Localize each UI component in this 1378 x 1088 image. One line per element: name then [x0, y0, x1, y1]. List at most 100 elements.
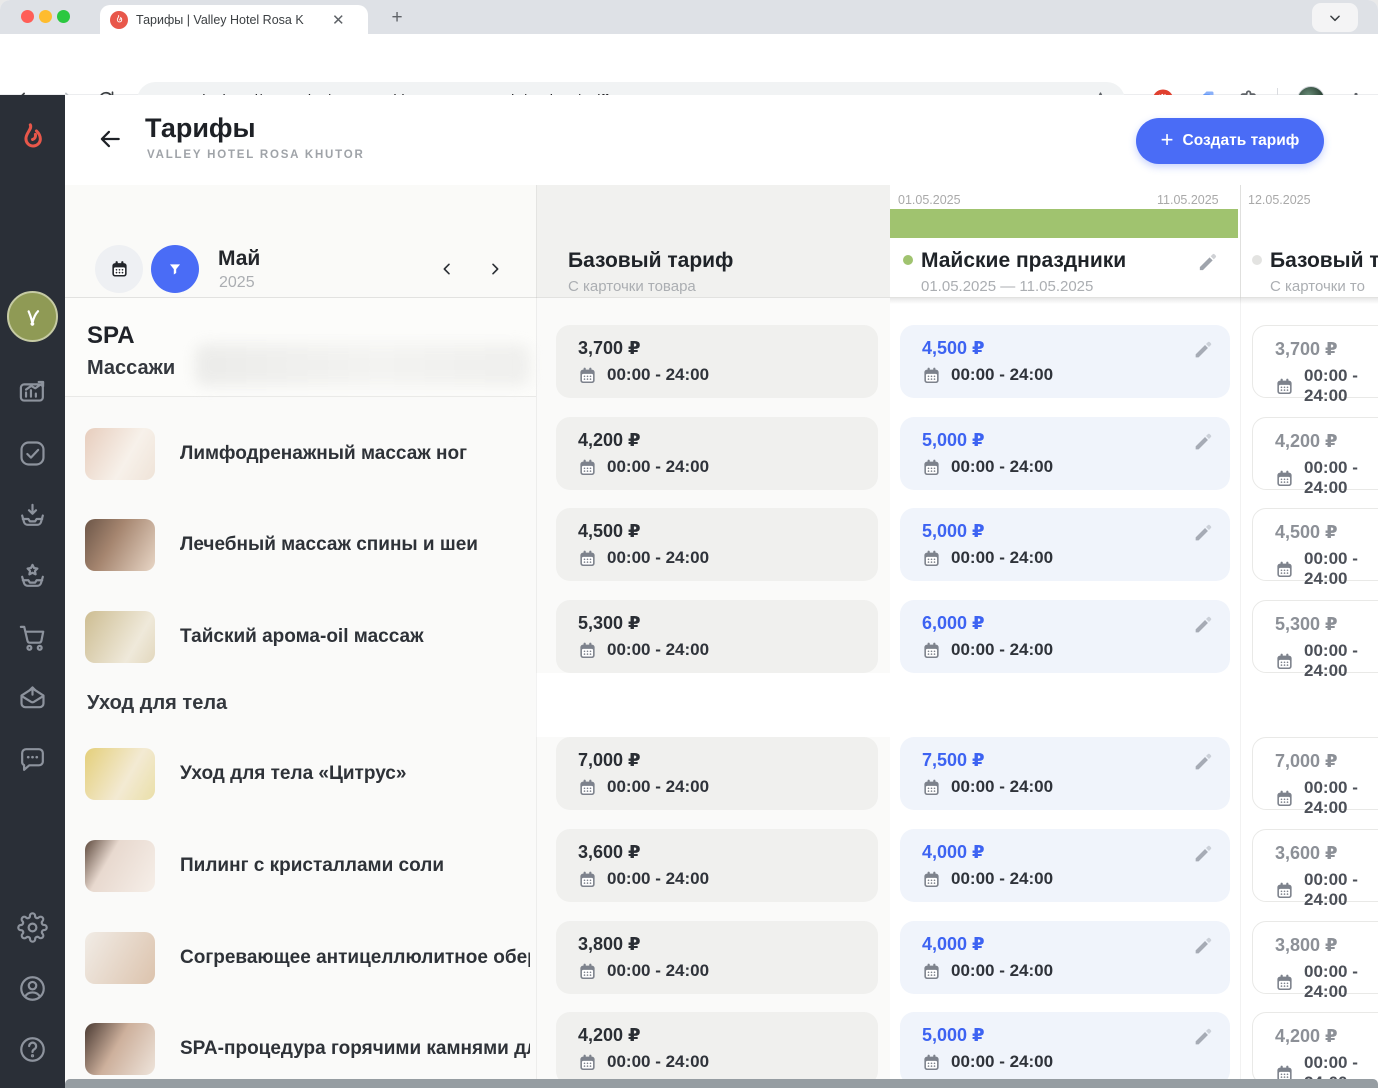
- service-name: SPA-процедура горячими камнями для: [180, 1037, 530, 1059]
- price-cell-holiday[interactable]: 6,000 ₽ 00:00 - 24:00: [900, 600, 1230, 673]
- edit-holiday-tariff-icon[interactable]: [1196, 251, 1219, 274]
- time-range: 00:00 - 24:00: [951, 640, 1054, 659]
- prev-month-button[interactable]: [436, 258, 458, 280]
- property-avatar[interactable]: [7, 291, 58, 342]
- calendar-icon: [1275, 789, 1294, 808]
- edit-price-icon[interactable]: [1192, 1026, 1214, 1048]
- macos-close-button[interactable]: [21, 10, 34, 23]
- price-value: 4,000 ₽: [922, 842, 985, 862]
- edit-price-icon[interactable]: [1192, 935, 1214, 957]
- calendar-icon: [922, 962, 941, 981]
- tab-overflow-button[interactable]: [1312, 3, 1358, 32]
- price-cell-holiday[interactable]: 5,000 ₽ 00:00 - 24:00: [900, 417, 1230, 490]
- new-tab-button[interactable]: +: [391, 7, 403, 28]
- macos-minimize-button[interactable]: [39, 10, 52, 23]
- price-cell-next-base[interactable]: 3,700 ₽ 00:00 - 24:00: [1252, 325, 1378, 405]
- price-value: 3,800 ₽: [578, 934, 641, 954]
- account-icon[interactable]: [0, 973, 65, 1004]
- tab-strip: Тарифы | Valley Hotel Rosa K ✕ +: [0, 0, 1378, 34]
- price-cell-next-base[interactable]: 5,300 ₽ 00:00 - 24:00: [1252, 600, 1378, 680]
- app-sidebar: [0, 95, 65, 1088]
- next-base-tariff-header-cell: [1240, 185, 1378, 298]
- tab-close-icon[interactable]: ✕: [332, 11, 345, 29]
- price-cell-base[interactable]: 3,600 ₽ 00:00 - 24:00: [556, 829, 878, 902]
- calendar-icon: [1275, 973, 1294, 992]
- calendar-picker-button[interactable]: [95, 245, 143, 293]
- filter-button[interactable]: [151, 245, 199, 293]
- price-cell-base[interactable]: 4,200 ₽ 00:00 - 24:00: [556, 417, 878, 490]
- base-tariff-title: Базовый тариф: [568, 249, 734, 272]
- edit-price-icon[interactable]: [1192, 614, 1214, 636]
- price-value: 3,700 ₽: [578, 338, 641, 358]
- price-cell-holiday[interactable]: 5,000 ₽ 00:00 - 24:00: [900, 508, 1230, 581]
- edit-price-icon[interactable]: [1192, 339, 1214, 361]
- holiday-period-bar[interactable]: [890, 209, 1238, 238]
- price-cell-next-base[interactable]: 4,500 ₽ 00:00 - 24:00: [1252, 508, 1378, 588]
- price-value: 5,300 ₽: [578, 613, 641, 633]
- inbox-download-icon[interactable]: [0, 499, 65, 530]
- inbox-star-icon[interactable]: [0, 560, 65, 591]
- price-cell-next-base[interactable]: 7,000 ₽ 00:00 - 24:00: [1252, 737, 1378, 817]
- price-cell-base[interactable]: 3,800 ₽ 00:00 - 24:00: [556, 921, 878, 994]
- time-range: 00:00 - 24:00: [951, 869, 1054, 888]
- price-cell-holiday[interactable]: 5,000 ₽ 00:00 - 24:00: [900, 1012, 1230, 1085]
- macos-zoom-button[interactable]: [57, 10, 70, 23]
- price-value: 7,000 ₽: [1275, 751, 1338, 771]
- timeline-next-date: 12.05.2025: [1248, 193, 1311, 207]
- tasks-check-icon[interactable]: [0, 438, 65, 469]
- price-value: 7,500 ₽: [922, 750, 985, 770]
- browser-tab[interactable]: Тарифы | Valley Hotel Rosa K ✕: [100, 5, 368, 34]
- chat-icon[interactable]: [0, 744, 65, 775]
- price-cell-holiday[interactable]: 7,500 ₽ 00:00 - 24:00: [900, 737, 1230, 810]
- time-range: 00:00 - 24:00: [1304, 962, 1358, 1001]
- time-range: 00:00 - 24:00: [1304, 778, 1358, 817]
- next-month-button[interactable]: [484, 258, 506, 280]
- price-cell-holiday[interactable]: 4,000 ₽ 00:00 - 24:00: [900, 829, 1230, 902]
- price-cell-holiday[interactable]: 4,000 ₽ 00:00 - 24:00: [900, 921, 1230, 994]
- horizontal-scrollbar[interactable]: [65, 1079, 1378, 1088]
- calendar-icon: [922, 641, 941, 660]
- service-row: Уход для тела «Цитрус»: [65, 737, 536, 810]
- edit-price-icon[interactable]: [1192, 522, 1214, 544]
- timeline-start-date: 01.05.2025: [898, 193, 961, 207]
- price-value: 4,500 ₽: [922, 338, 985, 358]
- time-range: 00:00 - 24:00: [607, 961, 710, 980]
- edit-price-icon[interactable]: [1192, 751, 1214, 773]
- service-row: Согревающее антицеллюлитное оберть: [65, 921, 536, 994]
- price-cell-next-base[interactable]: 3,600 ₽ 00:00 - 24:00: [1252, 829, 1378, 909]
- service-name: Тайский арома-oil массаж: [180, 625, 424, 647]
- price-cell-next-base[interactable]: 3,800 ₽ 00:00 - 24:00: [1252, 921, 1378, 1001]
- price-value: 4,200 ₽: [578, 430, 641, 450]
- price-cell-base[interactable]: 5,300 ₽ 00:00 - 24:00: [556, 600, 878, 673]
- calendar-icon: [578, 870, 597, 889]
- create-tariff-button[interactable]: + Создать тариф: [1136, 118, 1324, 164]
- time-range: 00:00 - 24:00: [951, 1052, 1054, 1071]
- price-cell-next-base[interactable]: 4,200 ₽ 00:00 - 24:00: [1252, 1012, 1378, 1088]
- price-cell-base[interactable]: 7,000 ₽ 00:00 - 24:00: [556, 737, 878, 810]
- analytics-icon[interactable]: [0, 376, 65, 407]
- settings-gear-icon[interactable]: [0, 912, 65, 943]
- edit-price-icon[interactable]: [1192, 843, 1214, 865]
- month-label: Май: [218, 247, 261, 270]
- hotbot-logo-flame-icon[interactable]: [0, 120, 65, 156]
- price-cell-base[interactable]: 4,200 ₽ 00:00 - 24:00: [556, 1012, 878, 1085]
- shop-cart-icon[interactable]: [0, 622, 65, 653]
- calendar-icon: [578, 549, 597, 568]
- time-range: 00:00 - 24:00: [951, 548, 1054, 567]
- price-cell-next-base[interactable]: 4,200 ₽ 00:00 - 24:00: [1252, 417, 1378, 497]
- category-title: SPA: [87, 322, 135, 349]
- calendar-icon: [922, 870, 941, 889]
- back-arrow-icon[interactable]: [95, 124, 125, 154]
- mail-send-icon[interactable]: [0, 682, 65, 713]
- service-row: Пилинг с кристаллами соли: [65, 829, 536, 902]
- base-tariff-header-cell: [536, 185, 890, 298]
- price-cell-base[interactable]: 3,700 ₽ 00:00 - 24:00: [556, 325, 878, 398]
- help-icon[interactable]: [0, 1034, 65, 1065]
- price-cell-holiday[interactable]: 4,500 ₽ 00:00 - 24:00: [900, 325, 1230, 398]
- edit-price-icon[interactable]: [1192, 431, 1214, 453]
- tab-title: Тарифы | Valley Hotel Rosa K: [136, 12, 304, 27]
- calendar-icon: [1275, 881, 1294, 900]
- base-tariff-subtitle: С карточки товара: [568, 278, 696, 295]
- price-cell-base[interactable]: 4,500 ₽ 00:00 - 24:00: [556, 508, 878, 581]
- price-value: 3,700 ₽: [1275, 339, 1338, 359]
